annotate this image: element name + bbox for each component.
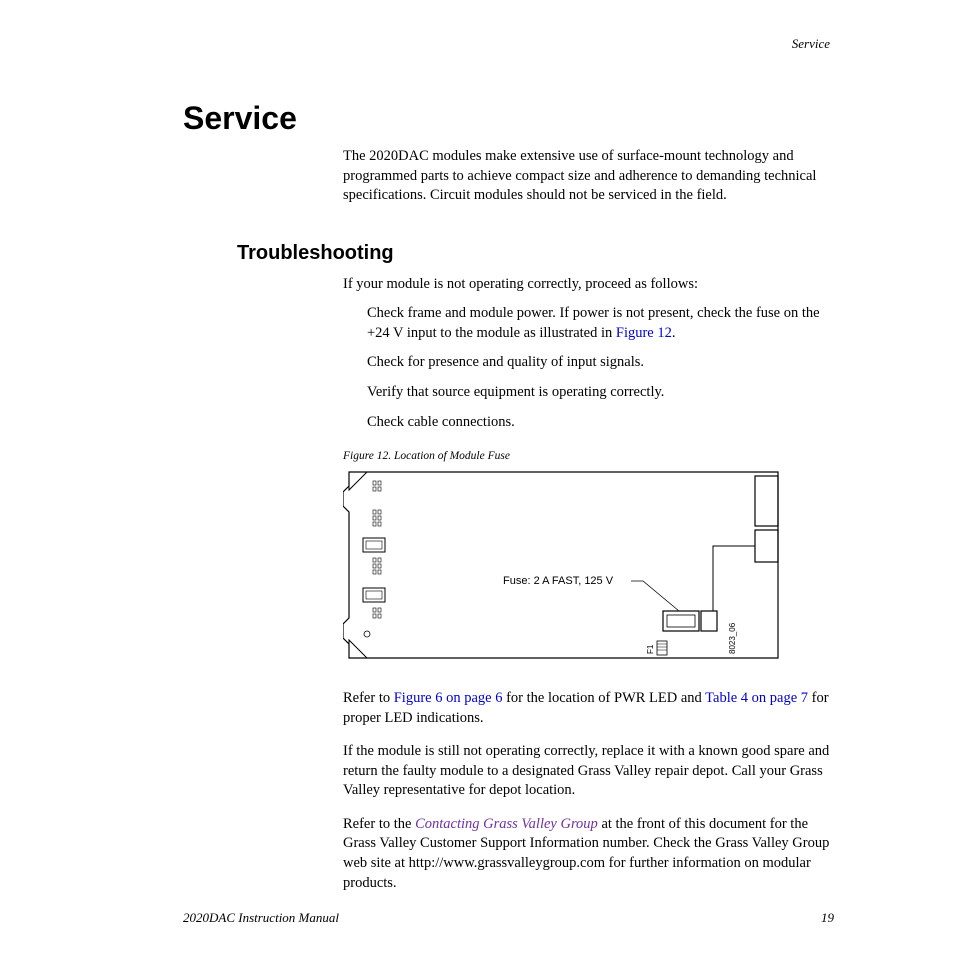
- figure-caption: Figure 12. Location of Module Fuse: [343, 450, 834, 462]
- fuse-designator: F1: [646, 644, 655, 654]
- subsection-title: Troubleshooting: [237, 242, 834, 265]
- figure-12: F1 Fuse: 2 A FAST, 125 V 8023_06: [343, 466, 834, 671]
- footer-page-number: 19: [821, 910, 834, 926]
- section-title: Service: [183, 100, 834, 137]
- board-id: 8023_06: [728, 622, 737, 654]
- bullet-1: Check frame and module power. If power i…: [367, 304, 834, 343]
- refer-paragraph-1: Refer to Figure 6 on page 6 for the loca…: [343, 689, 834, 728]
- table-4-link[interactable]: Table 4 on page 7: [705, 690, 808, 706]
- fuse-label: Fuse: 2 A FAST, 125 V: [503, 575, 614, 587]
- para2-b: for the location of PWR LED and: [502, 690, 705, 706]
- contacting-link[interactable]: Contacting Grass Valley Group: [415, 816, 598, 832]
- replace-paragraph: If the module is still not operating cor…: [343, 742, 834, 801]
- footer-manual-title: 2020DAC Instruction Manual: [183, 910, 339, 926]
- running-header: Service: [183, 36, 834, 52]
- intro-paragraph: The 2020DAC modules make extensive use o…: [343, 147, 834, 206]
- bullet-3: Verify that source equipment is operatin…: [367, 383, 834, 403]
- contact-paragraph: Refer to the Contacting Grass Valley Gro…: [343, 815, 834, 893]
- bullet-1-text-b: .: [672, 325, 676, 341]
- figure-12-link[interactable]: Figure 12: [616, 325, 672, 341]
- bullet-4: Check cable connections.: [367, 413, 834, 433]
- module-fuse-diagram: F1 Fuse: 2 A FAST, 125 V 8023_06: [343, 466, 793, 666]
- bullet-2: Check for presence and quality of input …: [367, 353, 834, 373]
- page-footer: 2020DAC Instruction Manual 19: [183, 910, 834, 926]
- para2-a: Refer to: [343, 690, 394, 706]
- para4-a: Refer to the: [343, 816, 415, 832]
- lead-in: If your module is not operating correctl…: [343, 275, 834, 295]
- figure-6-link[interactable]: Figure 6 on page 6: [394, 690, 503, 706]
- bullet-1-text-a: Check frame and module power. If power i…: [367, 305, 820, 341]
